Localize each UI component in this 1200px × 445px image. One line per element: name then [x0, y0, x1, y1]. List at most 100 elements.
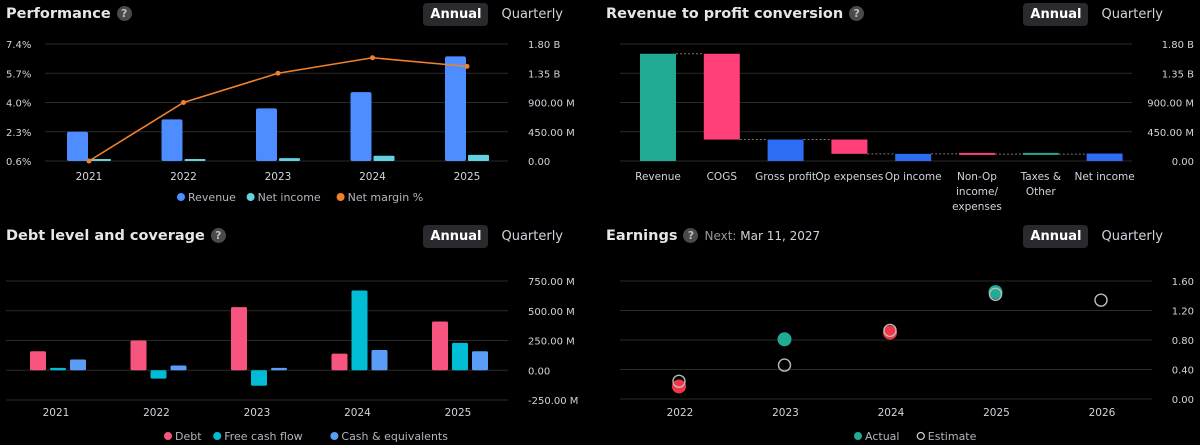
net-margin-point — [464, 63, 470, 69]
legend-label: Net margin % — [348, 191, 424, 204]
x-tick: 2021 — [76, 171, 103, 183]
x-tick: 2023 — [244, 407, 271, 419]
net-margin-point — [275, 70, 281, 76]
y-tick-right: 0.00 — [528, 366, 550, 377]
x-tick: 2025 — [445, 407, 472, 419]
annual-button[interactable]: Annual — [1023, 225, 1089, 248]
cash-equivalents-bar — [271, 367, 287, 371]
period-toggle: Annual Quarterly — [1023, 225, 1170, 248]
net-margin-point — [370, 55, 375, 61]
free-cash-flow-bar — [351, 290, 368, 371]
y-tick-right: 1.35 B — [1162, 69, 1194, 80]
x-tick: 2026 — [1089, 407, 1116, 419]
x-tick: COGS — [707, 171, 738, 183]
x-tick: 2022 — [667, 407, 694, 419]
waterfall-bar — [1086, 153, 1123, 161]
debt-bar — [130, 340, 147, 371]
legend-marker — [854, 432, 862, 440]
performance-title-text: Performance — [6, 6, 111, 22]
x-tick: Op income — [885, 171, 942, 183]
net-income-bar — [468, 154, 489, 161]
help-icon[interactable]: ? — [683, 228, 699, 243]
cash-equivalents-bar — [371, 350, 388, 371]
revenue-bar — [161, 119, 183, 161]
quarterly-button[interactable]: Quarterly — [1101, 7, 1163, 22]
legend-label: Free cash flow — [224, 430, 302, 443]
next-date: Mar 11, 2027 — [740, 229, 821, 243]
waterfall-bar — [703, 53, 740, 140]
revenue-bar — [256, 108, 277, 161]
legend-label: Net income — [258, 191, 321, 204]
y-tick-right: -250.00 M — [528, 396, 578, 407]
quarterly-button[interactable]: Quarterly — [1101, 229, 1163, 244]
x-tick: Taxes & — [1020, 171, 1061, 183]
revenue-bar — [350, 92, 372, 161]
legend-marker — [213, 432, 222, 440]
revenue-conversion-title: Revenue to profit conversion? — [606, 6, 865, 22]
y-tick-right: 250.00 M — [528, 337, 575, 348]
free-cash-flow-bar — [452, 342, 468, 371]
earnings-chart: 1.60 1.20 0.80 0.40 0.00 2022 2023 2024 2025 2026… — [620, 277, 1194, 443]
debt-title: Debt level and coverage? — [6, 228, 226, 244]
cash-equivalents-bar — [70, 359, 86, 371]
legend-label: Cash & equivalents — [341, 430, 448, 443]
waterfall-bar — [959, 152, 995, 155]
x-tick: 2025 — [983, 407, 1010, 419]
debt-title-text: Debt level and coverage — [6, 228, 205, 244]
revenue-bar — [445, 56, 466, 161]
x-tick: 2022 — [170, 171, 197, 183]
y-tick-right: 1.80 B — [528, 40, 560, 51]
net-income-bar — [90, 159, 111, 161]
y-tick-right: 450.00 M — [528, 128, 575, 139]
legend-label: Actual — [865, 430, 899, 443]
legend-marker — [177, 193, 185, 201]
waterfall-bar — [640, 53, 676, 161]
y-tick-right: 0.00 — [1172, 157, 1194, 168]
free-cash-flow-bar — [150, 370, 167, 379]
revenue-conversion-chart: 1.80 B 1.35 B 900.00 M 450.00 M 0.00 Revenue C… — [620, 40, 1194, 213]
help-icon[interactable]: ? — [116, 6, 132, 21]
debt-chart: 750.00 M 500.00 M 250.00 M 0.00 -250.00 M 202… — [6, 277, 578, 443]
performance-title: Performance? — [6, 6, 132, 22]
earnings-panel: Earnings? Next: Mar 11, 2027 Annual Quart… — [600, 222, 1200, 445]
performance-chart: 7.4% 5.7% 4.0% 2.3% 0.6% 1.80 B 1.35 B 900.00 M… — [6, 40, 575, 204]
x-tick: Revenue — [635, 171, 681, 183]
y-tick-left: 0.6% — [6, 157, 31, 168]
help-icon[interactable]: ? — [210, 228, 226, 243]
quarterly-button[interactable]: Quarterly — [501, 229, 563, 244]
y-tick-right: 0.40 — [1172, 366, 1194, 377]
waterfall-bar — [767, 139, 804, 161]
x-tick: Op expenses — [815, 171, 883, 183]
net-income-bar — [184, 159, 206, 161]
legend-marker — [246, 193, 255, 201]
y-tick-right: 0.00 — [528, 157, 550, 168]
debt-bar — [331, 353, 348, 371]
revenue-conversion-panel: Revenue to profit conversion? Annual Qua… — [600, 0, 1200, 222]
y-tick-left: 7.4% — [6, 40, 31, 51]
debt-panel: Debt level and coverage? Annual Quarterl… — [0, 222, 600, 445]
next-label: Next: — [704, 229, 737, 243]
annual-button[interactable]: Annual — [1023, 3, 1089, 26]
legend-label: Debt — [175, 430, 202, 443]
earnings-title-text: Earnings — [606, 228, 678, 244]
y-tick-right: 1.35 B — [528, 69, 560, 80]
free-cash-flow-bar — [251, 370, 267, 386]
legend-label: Estimate — [928, 430, 977, 443]
x-tick: Other — [1026, 186, 1056, 198]
x-tick: 2024 — [878, 407, 905, 419]
revenue-conversion-title-text: Revenue to profit conversion — [606, 6, 844, 22]
estimate-point — [1094, 293, 1108, 307]
annual-button[interactable]: Annual — [423, 225, 489, 248]
quarterly-button[interactable]: Quarterly — [501, 7, 563, 22]
y-tick-right: 0.00 — [1172, 395, 1194, 406]
estimate-point — [672, 374, 686, 389]
annual-button[interactable]: Annual — [423, 3, 489, 26]
actual-point — [777, 332, 792, 347]
cash-equivalents-bar — [472, 351, 488, 371]
net-income-bar — [279, 158, 300, 161]
legend-marker — [336, 193, 345, 201]
waterfall-bar — [831, 139, 868, 154]
y-tick-right: 1.20 — [1172, 307, 1194, 318]
help-icon[interactable]: ? — [849, 6, 865, 21]
legend-label: Revenue — [188, 191, 236, 204]
